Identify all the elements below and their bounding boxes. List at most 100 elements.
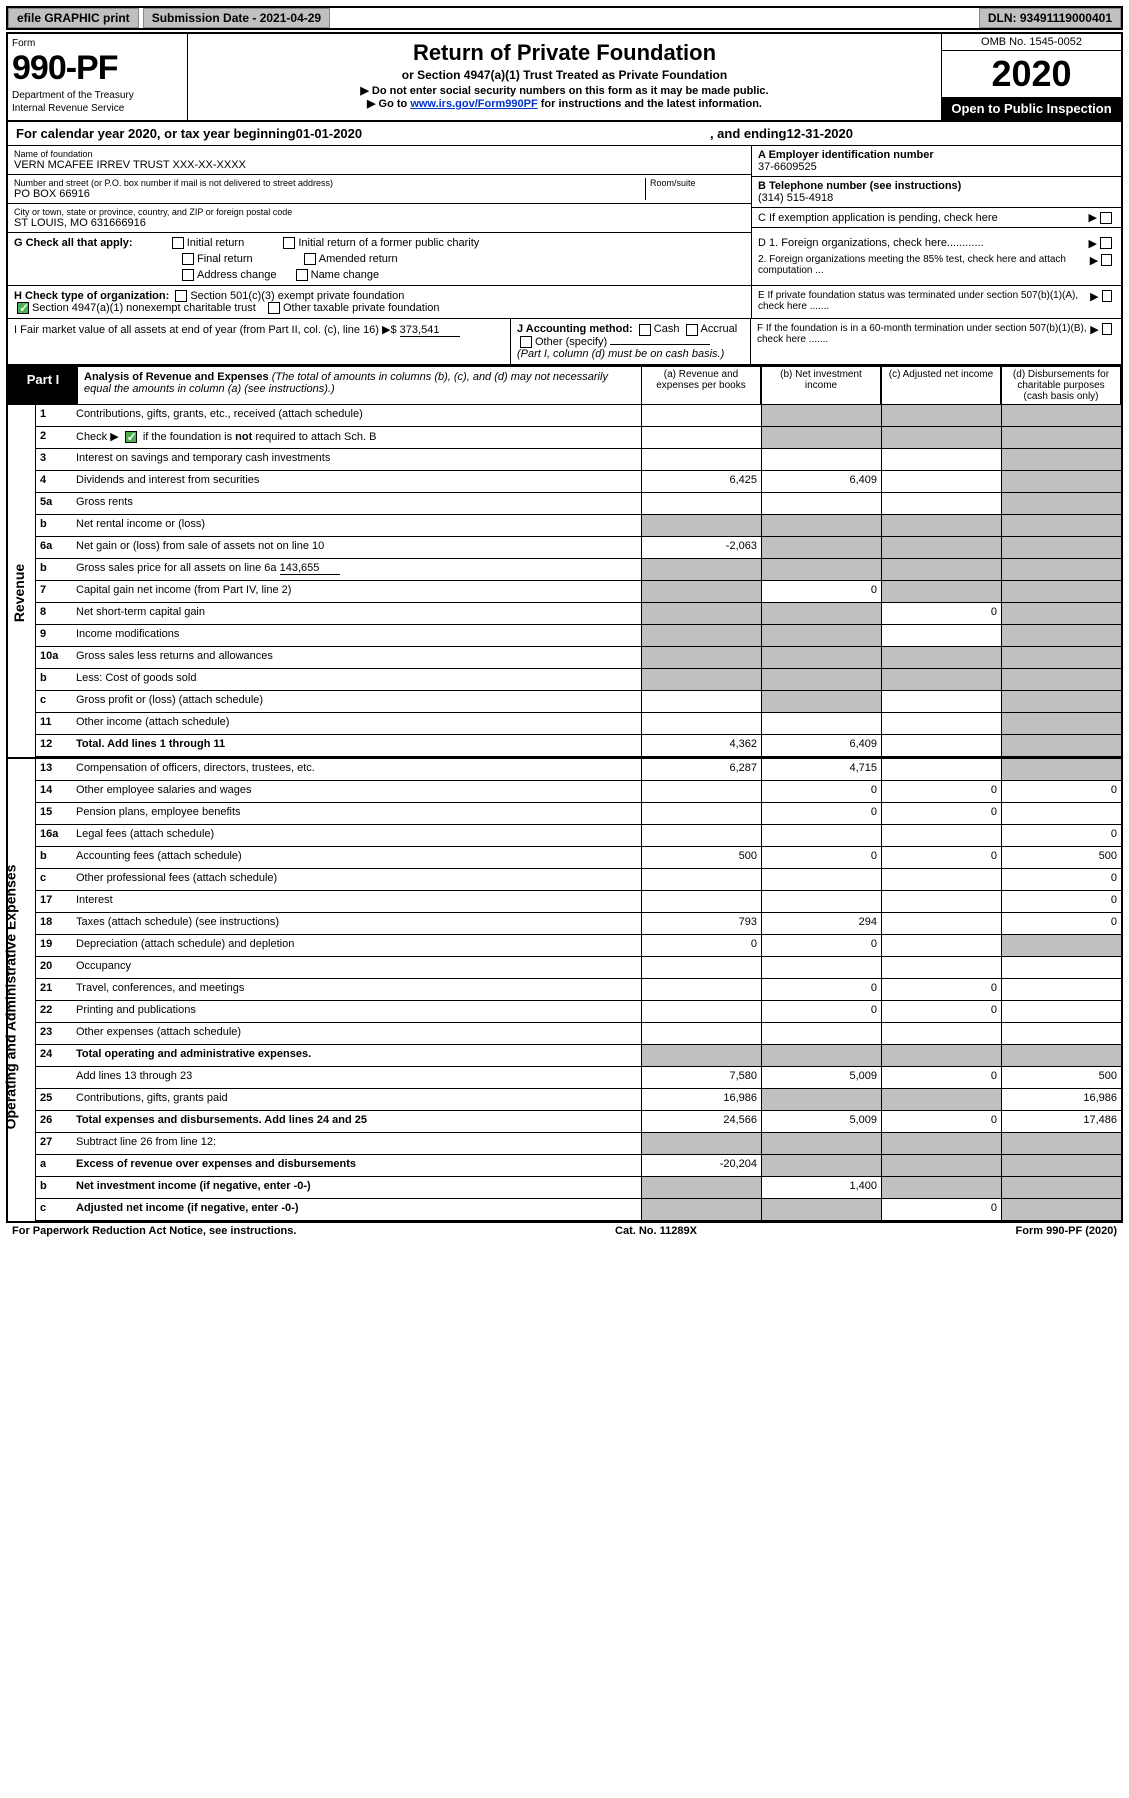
table-row: 24Total operating and administrative exp…	[36, 1045, 1121, 1067]
g-address-label: Address change	[197, 269, 277, 281]
submission-date: Submission Date - 2021-04-29	[143, 8, 330, 28]
h-label: H Check type of organization:	[14, 290, 169, 302]
omb-number: OMB No. 1545-0052	[942, 34, 1121, 51]
j-other-checkbox[interactable]	[520, 336, 532, 348]
h-4947-checkbox[interactable]	[17, 302, 29, 314]
note-goto-pre: ▶ Go to	[367, 98, 410, 110]
footer-catno: Cat. No. 11289X	[615, 1225, 697, 1237]
g-initial-former-checkbox[interactable]	[283, 237, 295, 249]
table-row: 6aNet gain or (loss) from sale of assets…	[36, 537, 1121, 559]
h-other-label: Other taxable private foundation	[283, 302, 440, 314]
dept-treasury: Department of the Treasury	[12, 90, 183, 101]
d1-checkbox[interactable]	[1100, 237, 1112, 249]
f-label: F If the foundation is in a 60-month ter…	[757, 323, 1090, 359]
footer-form: Form 990-PF (2020)	[1016, 1225, 1117, 1237]
e-label: E If private foundation status was termi…	[758, 290, 1090, 314]
table-row: Add lines 13 through 237,5805,0090500	[36, 1067, 1121, 1089]
g-initial-checkbox[interactable]	[172, 237, 184, 249]
g-final-label: Final return	[197, 253, 253, 265]
d2-label: 2. Foreign organizations meeting the 85%…	[758, 254, 1090, 276]
table-row: 3Interest on savings and temporary cash …	[36, 449, 1121, 471]
f-checkbox[interactable]	[1102, 323, 1112, 335]
table-row: 19Depreciation (attach schedule) and dep…	[36, 935, 1121, 957]
g-amended-checkbox[interactable]	[304, 253, 316, 265]
exemption-pending-label: C If exemption application is pending, c…	[758, 212, 998, 224]
note-ssn: ▶ Do not enter social security numbers o…	[194, 84, 935, 97]
table-row: 15Pension plans, employee benefits00	[36, 803, 1121, 825]
h-4947-label: Section 4947(a)(1) nonexempt charitable …	[32, 302, 256, 314]
i-value: 373,541	[400, 324, 460, 337]
table-row: 11Other income (attach schedule)	[36, 713, 1121, 735]
g-initial-label: Initial return	[187, 237, 244, 249]
table-row: bNet rental income or (loss)	[36, 515, 1121, 537]
g-final-checkbox[interactable]	[182, 253, 194, 265]
table-row: 1Contributions, gifts, grants, etc., rec…	[36, 405, 1121, 427]
g-name-checkbox[interactable]	[296, 269, 308, 281]
calendar-year-row: For calendar year 2020, or tax year begi…	[6, 122, 1123, 146]
g-initial-former-label: Initial return of a former public charit…	[298, 237, 479, 249]
table-row: 16aLegal fees (attach schedule)0	[36, 825, 1121, 847]
cal-pre: For calendar year 2020, or tax year begi…	[16, 126, 296, 141]
table-row: 12Total. Add lines 1 through 114,3626,40…	[36, 735, 1121, 757]
j-accrual-label: Accrual	[701, 323, 738, 335]
table-row: cOther professional fees (attach schedul…	[36, 869, 1121, 891]
irs-label: Internal Revenue Service	[12, 103, 183, 114]
table-row: 22Printing and publications00	[36, 1001, 1121, 1023]
g-label: G Check all that apply:	[14, 237, 133, 249]
city-label: City or town, state or province, country…	[14, 207, 745, 217]
g-name-label: Name change	[311, 269, 380, 281]
form-title: Return of Private Foundation	[194, 40, 935, 66]
j-accrual-checkbox[interactable]	[686, 324, 698, 336]
e-checkbox[interactable]	[1102, 290, 1112, 302]
address-label: Number and street (or P.O. box number if…	[14, 178, 645, 188]
table-row: 21Travel, conferences, and meetings00	[36, 979, 1121, 1001]
room-label: Room/suite	[650, 178, 745, 188]
table-row: 5aGross rents	[36, 493, 1121, 515]
exemption-checkbox[interactable]	[1100, 212, 1112, 224]
h-501c3-label: Section 501(c)(3) exempt private foundat…	[190, 290, 404, 302]
table-row: 17Interest0	[36, 891, 1121, 913]
d2-checkbox[interactable]	[1101, 254, 1112, 266]
j-note: (Part I, column (d) must be on cash basi…	[517, 348, 724, 360]
table-row: 20Occupancy	[36, 957, 1121, 979]
table-row: aExcess of revenue over expenses and dis…	[36, 1155, 1121, 1177]
table-row: bGross sales price for all assets on lin…	[36, 559, 1121, 581]
form-word: Form	[12, 38, 183, 49]
cal-mid: , and ending	[710, 126, 787, 141]
irs-link[interactable]: www.irs.gov/Form990PF	[410, 98, 537, 110]
j-other-label: Other (specify)	[535, 336, 607, 348]
h-501c3-checkbox[interactable]	[175, 290, 187, 302]
dln-label: DLN: 93491119000401	[979, 8, 1121, 28]
table-row: bAccounting fees (attach schedule)500005…	[36, 847, 1121, 869]
table-row: 27Subtract line 26 from line 12:	[36, 1133, 1121, 1155]
efile-print-button[interactable]: efile GRAPHIC print	[8, 8, 139, 28]
expenses-side-label: Operating and Administrative Expenses	[8, 759, 36, 1221]
h-other-checkbox[interactable]	[268, 302, 280, 314]
col-c-header: (c) Adjusted net income	[881, 366, 1001, 405]
footer-paperwork: For Paperwork Reduction Act Notice, see …	[12, 1225, 296, 1237]
j-label: J Accounting method:	[517, 323, 633, 335]
top-bar: efile GRAPHIC print Submission Date - 20…	[6, 6, 1123, 30]
table-row: 10aGross sales less returns and allowanc…	[36, 647, 1121, 669]
j-cash-checkbox[interactable]	[639, 324, 651, 336]
phone-value: (314) 515-4918	[758, 192, 1115, 204]
form-subtitle: or Section 4947(a)(1) Trust Treated as P…	[194, 68, 935, 82]
col-d-header: (d) Disbursements for charitable purpose…	[1001, 366, 1121, 405]
table-row: 2Check ▶ if the foundation is not requir…	[36, 427, 1121, 449]
table-row: cGross profit or (loss) (attach schedule…	[36, 691, 1121, 713]
table-row: bNet investment income (if negative, ent…	[36, 1177, 1121, 1199]
table-row: 23Other expenses (attach schedule)	[36, 1023, 1121, 1045]
revenue-side-label: Revenue	[8, 405, 36, 757]
j-cash-label: Cash	[654, 323, 680, 335]
schb-checkbox[interactable]	[125, 431, 137, 443]
col-a-header: (a) Revenue and expenses per books	[641, 366, 761, 405]
ein-value: 37-6609525	[758, 161, 1115, 173]
table-row: 9Income modifications	[36, 625, 1121, 647]
ein-header: A Employer identification number	[758, 149, 1115, 161]
table-row: 4Dividends and interest from securities6…	[36, 471, 1121, 493]
tax-year: 2020	[942, 51, 1121, 97]
city-value: ST LOUIS, MO 631666916	[14, 217, 745, 229]
phone-header: B Telephone number (see instructions)	[758, 180, 1115, 192]
form-number: 990-PF	[12, 49, 183, 88]
g-address-checkbox[interactable]	[182, 269, 194, 281]
